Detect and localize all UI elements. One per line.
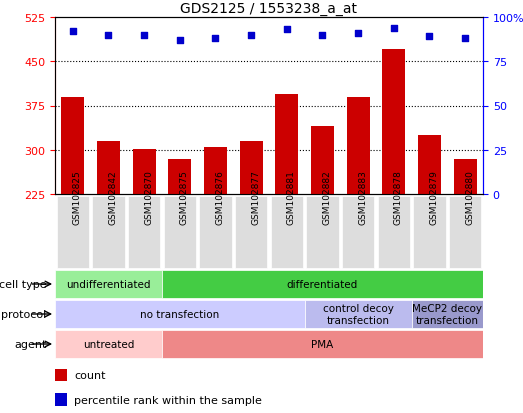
FancyBboxPatch shape	[449, 196, 481, 268]
Text: differentiated: differentiated	[287, 279, 358, 289]
Point	[390, 25, 398, 32]
FancyBboxPatch shape	[414, 196, 446, 268]
FancyBboxPatch shape	[128, 196, 160, 268]
Text: GSM102880: GSM102880	[465, 169, 474, 224]
Bar	[168, 159, 191, 195]
Text: GSM102881: GSM102881	[287, 169, 296, 224]
FancyBboxPatch shape	[378, 196, 410, 268]
Text: GSM102883: GSM102883	[358, 169, 367, 224]
FancyBboxPatch shape	[342, 196, 374, 268]
Title: GDS2125 / 1553238_a_at: GDS2125 / 1553238_a_at	[180, 2, 358, 16]
Point	[461, 36, 469, 43]
FancyBboxPatch shape	[306, 196, 338, 268]
Bar	[132, 149, 156, 195]
Text: undifferentiated: undifferentiated	[66, 279, 151, 289]
Point	[425, 34, 434, 41]
Text: GSM102825: GSM102825	[73, 169, 82, 224]
Bar	[55, 369, 67, 382]
Bar	[204, 147, 227, 195]
Text: control decoy
transfection: control decoy transfection	[323, 304, 394, 325]
Text: GSM102878: GSM102878	[394, 169, 403, 224]
Bar	[275, 95, 299, 195]
Point	[104, 32, 112, 39]
Bar	[453, 159, 477, 195]
Point	[282, 27, 291, 33]
Text: no transfection: no transfection	[140, 309, 220, 319]
Point	[354, 31, 362, 37]
Point	[69, 29, 77, 36]
FancyBboxPatch shape	[55, 271, 162, 298]
Bar	[97, 142, 120, 195]
Text: GSM102876: GSM102876	[215, 169, 224, 224]
FancyBboxPatch shape	[305, 301, 412, 328]
FancyBboxPatch shape	[93, 196, 124, 268]
FancyBboxPatch shape	[162, 330, 483, 358]
Bar	[61, 97, 84, 195]
Text: GSM102875: GSM102875	[180, 169, 189, 224]
Point	[211, 36, 220, 43]
Text: MeCP2 decoy
transfection: MeCP2 decoy transfection	[412, 304, 482, 325]
Text: count: count	[74, 370, 106, 380]
FancyBboxPatch shape	[57, 196, 89, 268]
FancyBboxPatch shape	[271, 196, 303, 268]
Text: cell type: cell type	[0, 279, 47, 289]
Text: GSM102882: GSM102882	[323, 169, 332, 224]
FancyBboxPatch shape	[55, 330, 162, 358]
Text: protocol: protocol	[1, 309, 47, 319]
Bar	[311, 127, 334, 195]
FancyBboxPatch shape	[199, 196, 232, 268]
Point	[176, 38, 184, 44]
Point	[247, 32, 255, 39]
Text: GSM102879: GSM102879	[429, 169, 438, 224]
FancyBboxPatch shape	[164, 196, 196, 268]
FancyBboxPatch shape	[55, 301, 305, 328]
Text: PMA: PMA	[311, 339, 334, 349]
Bar	[382, 50, 405, 195]
Text: percentile rank within the sample: percentile rank within the sample	[74, 395, 262, 405]
Text: agent: agent	[14, 339, 47, 349]
Bar	[418, 136, 441, 195]
FancyBboxPatch shape	[235, 196, 267, 268]
Bar	[240, 142, 263, 195]
Point	[319, 32, 327, 39]
Text: GSM102870: GSM102870	[144, 169, 153, 224]
Point	[140, 32, 149, 39]
Text: GSM102877: GSM102877	[251, 169, 260, 224]
FancyBboxPatch shape	[162, 271, 483, 298]
Bar	[347, 97, 370, 195]
FancyBboxPatch shape	[412, 301, 483, 328]
Bar	[55, 393, 67, 406]
Text: GSM102842: GSM102842	[108, 169, 118, 224]
Text: untreated: untreated	[83, 339, 134, 349]
